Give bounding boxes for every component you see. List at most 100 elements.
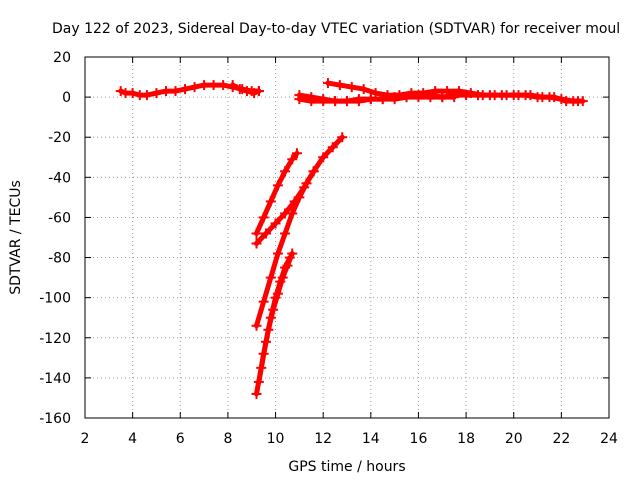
data-point xyxy=(537,92,548,103)
x-tick-label: 14 xyxy=(362,431,380,447)
data-point xyxy=(261,228,272,239)
data-point xyxy=(358,84,369,95)
x-tick-label: 8 xyxy=(223,431,232,447)
data-point xyxy=(327,142,338,153)
x-tick-label: 2 xyxy=(81,431,90,447)
y-axis-label: SDTVAR / TECUs xyxy=(8,180,24,295)
data-point xyxy=(294,192,305,203)
data-point xyxy=(334,80,345,91)
data-point xyxy=(437,92,448,103)
y-tick-label: -80 xyxy=(48,251,71,267)
data-point xyxy=(337,132,348,143)
data-point xyxy=(318,152,329,163)
y-tick-label: -60 xyxy=(48,210,71,226)
data-point xyxy=(370,88,381,99)
y-tick-label: -100 xyxy=(39,291,71,307)
axis-ticks: 2 4 6 8 10 12 14 16 18 20 22 24200-20-40-60-80-100-… xyxy=(39,50,618,447)
data-point xyxy=(268,304,279,315)
data-point xyxy=(253,376,264,387)
y-tick-label: -40 xyxy=(48,170,71,186)
data-point xyxy=(501,90,512,101)
data-point xyxy=(389,92,400,103)
data-point xyxy=(253,86,264,97)
plot-frame xyxy=(84,56,610,419)
data-point xyxy=(272,248,283,259)
y-tick-label: 20 xyxy=(53,50,71,66)
data-point xyxy=(199,80,210,91)
y-tick-label: 0 xyxy=(62,90,71,106)
data-point xyxy=(263,324,274,335)
data-point xyxy=(489,90,500,101)
data-point xyxy=(218,80,229,91)
data-point xyxy=(525,90,536,101)
data-point xyxy=(513,90,524,101)
data-point xyxy=(291,148,302,159)
data-point xyxy=(141,90,152,101)
data-point xyxy=(251,238,262,249)
series-trace xyxy=(325,80,581,104)
data-point xyxy=(258,296,269,307)
data-point xyxy=(265,196,276,207)
data-point xyxy=(277,272,288,283)
y-tick-label: -120 xyxy=(39,331,71,347)
data-point xyxy=(301,178,312,189)
data-point xyxy=(308,166,319,177)
data-point xyxy=(258,348,269,359)
data-point xyxy=(258,212,269,223)
data-point xyxy=(449,92,460,103)
data-point xyxy=(342,96,352,107)
data-point xyxy=(549,92,560,103)
grid xyxy=(85,57,609,418)
data-point xyxy=(251,320,262,331)
data-point xyxy=(561,96,572,107)
data-point xyxy=(413,90,424,101)
data-point xyxy=(453,86,464,97)
data-point xyxy=(180,84,191,95)
data-point xyxy=(401,92,412,103)
data-point xyxy=(425,90,436,101)
data-point xyxy=(251,388,262,399)
x-tick-label: 6 xyxy=(176,431,185,447)
y-tick-label: -140 xyxy=(39,371,71,387)
data-point xyxy=(151,88,162,99)
data-point xyxy=(280,166,291,177)
data-point xyxy=(241,86,252,97)
data-point xyxy=(353,94,364,105)
data-point xyxy=(330,96,341,107)
data-point xyxy=(282,260,293,271)
data-series xyxy=(115,78,588,399)
data-point xyxy=(160,86,171,97)
x-tick-label: 12 xyxy=(314,431,332,447)
data-point xyxy=(442,86,453,97)
data-point xyxy=(287,154,298,165)
x-tick-label: 10 xyxy=(267,431,285,447)
data-point xyxy=(272,180,283,191)
data-point xyxy=(365,94,376,105)
x-tick-label: 24 xyxy=(600,431,618,447)
data-point xyxy=(377,94,388,105)
data-point xyxy=(280,228,291,239)
x-tick-label: 22 xyxy=(552,431,570,447)
data-point xyxy=(294,94,305,105)
data-point xyxy=(265,272,276,283)
data-point xyxy=(477,90,488,101)
data-point xyxy=(234,84,245,95)
data-point xyxy=(170,86,181,97)
chart-title: Day 122 of 2023, Sidereal Day-to-day VTE… xyxy=(52,21,620,37)
data-point xyxy=(251,228,262,239)
data-point xyxy=(272,288,283,299)
data-point xyxy=(208,80,219,91)
data-point xyxy=(322,78,333,89)
data-point xyxy=(573,96,584,107)
data-point xyxy=(115,86,126,97)
x-tick-label: 4 xyxy=(128,431,137,447)
data-point xyxy=(249,88,260,99)
y-tick-label: -20 xyxy=(48,130,71,146)
data-point xyxy=(346,82,357,93)
x-tick-label: 18 xyxy=(457,431,475,447)
x-tick-label: 20 xyxy=(505,431,523,447)
data-point xyxy=(306,96,317,107)
data-point xyxy=(270,218,281,229)
x-axis-label: GPS time / hours xyxy=(288,459,405,475)
